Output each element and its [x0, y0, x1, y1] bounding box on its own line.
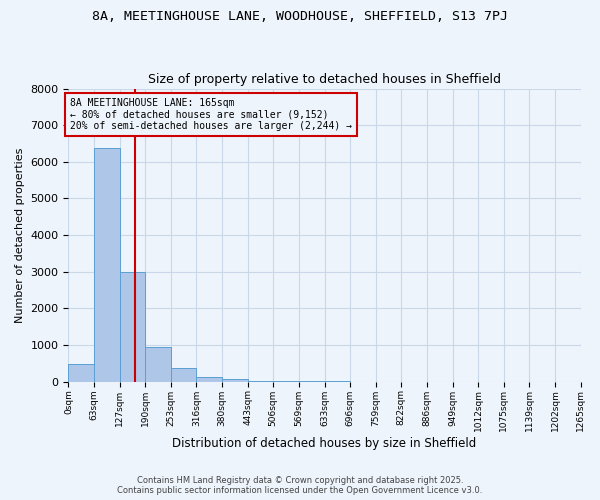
X-axis label: Distribution of detached houses by size in Sheffield: Distribution of detached houses by size … — [172, 437, 476, 450]
Text: Contains HM Land Registry data © Crown copyright and database right 2025.
Contai: Contains HM Land Registry data © Crown c… — [118, 476, 482, 495]
Bar — [196, 377, 222, 382]
Bar — [120, 272, 145, 382]
Y-axis label: Number of detached properties: Number of detached properties — [15, 148, 25, 323]
Text: 8A, MEETINGHOUSE LANE, WOODHOUSE, SHEFFIELD, S13 7PJ: 8A, MEETINGHOUSE LANE, WOODHOUSE, SHEFFI… — [92, 10, 508, 23]
Bar — [171, 368, 196, 382]
Bar — [222, 380, 248, 382]
Title: Size of property relative to detached houses in Sheffield: Size of property relative to detached ho… — [148, 73, 501, 86]
Bar — [94, 148, 120, 382]
Text: 8A MEETINGHOUSE LANE: 165sqm
← 80% of detached houses are smaller (9,152)
20% of: 8A MEETINGHOUSE LANE: 165sqm ← 80% of de… — [70, 98, 352, 131]
Bar — [273, 381, 299, 382]
Bar — [68, 364, 94, 382]
Bar — [145, 347, 171, 382]
Bar — [248, 380, 273, 382]
